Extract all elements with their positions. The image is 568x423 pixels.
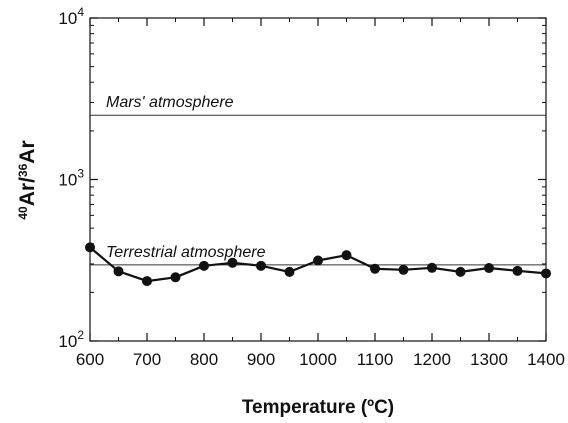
x-tick-label: 700 xyxy=(133,350,161,369)
y-tick-label: 104 xyxy=(58,5,84,28)
y-axis-title: 40Ar/36Ar xyxy=(16,140,39,219)
data-point xyxy=(85,242,95,253)
data-point xyxy=(398,264,409,275)
y-axis-title-sup2: 36 xyxy=(16,163,30,177)
reference-line-label: Terrestrial atmosphere xyxy=(106,244,266,261)
data-point xyxy=(341,250,352,261)
y-tick-exponent: 2 xyxy=(77,328,84,342)
data-point xyxy=(142,276,152,287)
series-layer xyxy=(85,242,551,287)
data-point xyxy=(484,263,494,274)
y-tick-base: 10 xyxy=(58,9,77,28)
x-tick-label: 600 xyxy=(76,350,104,369)
reference-line-label: Mars' atmosphere xyxy=(106,94,234,111)
data-point xyxy=(455,266,466,277)
x-tick-label: 1200 xyxy=(413,350,451,369)
data-point xyxy=(227,257,238,268)
data-point xyxy=(541,268,551,279)
data-point xyxy=(256,260,266,271)
reference-lines: Mars' atmosphere Terrestrial atmosphere xyxy=(90,94,546,266)
data-point xyxy=(170,272,181,283)
x-tick-label: 1300 xyxy=(470,350,508,369)
y-tick-exponent: 4 xyxy=(77,5,84,19)
data-point xyxy=(113,266,124,277)
y-tick-label: 102 xyxy=(58,328,84,351)
y-axis-title-main2: Ar xyxy=(16,140,39,163)
data-point xyxy=(313,255,323,266)
x-axis-title: Temperature (ºC) xyxy=(242,397,394,418)
x-tick-labels: 600 700 800 900 1000 1100 1200 1300 1400 xyxy=(76,350,565,369)
y-major-ticks xyxy=(90,17,546,342)
y-axis-title-sup1: 40 xyxy=(16,206,30,220)
y-minor-ticks xyxy=(90,24,546,293)
y-axis-title-main1: Ar/ xyxy=(16,177,39,206)
data-point xyxy=(512,265,523,276)
y-tick-base: 10 xyxy=(58,332,77,351)
plot-frame xyxy=(89,17,547,342)
x-ticks xyxy=(89,18,547,341)
y-tick-base: 10 xyxy=(58,171,77,190)
data-point xyxy=(284,266,295,277)
data-point xyxy=(427,262,437,273)
data-point xyxy=(370,263,380,274)
y-tick-exponent: 3 xyxy=(77,167,84,181)
x-tick-label: 1000 xyxy=(299,350,337,369)
data-point xyxy=(199,260,209,271)
x-tick-label: 1400 xyxy=(527,350,565,369)
x-tick-label: 1100 xyxy=(357,350,394,369)
x-tick-label: 900 xyxy=(247,350,275,369)
y-tick-label: 103 xyxy=(58,167,84,190)
x-tick-label: 800 xyxy=(190,350,218,369)
